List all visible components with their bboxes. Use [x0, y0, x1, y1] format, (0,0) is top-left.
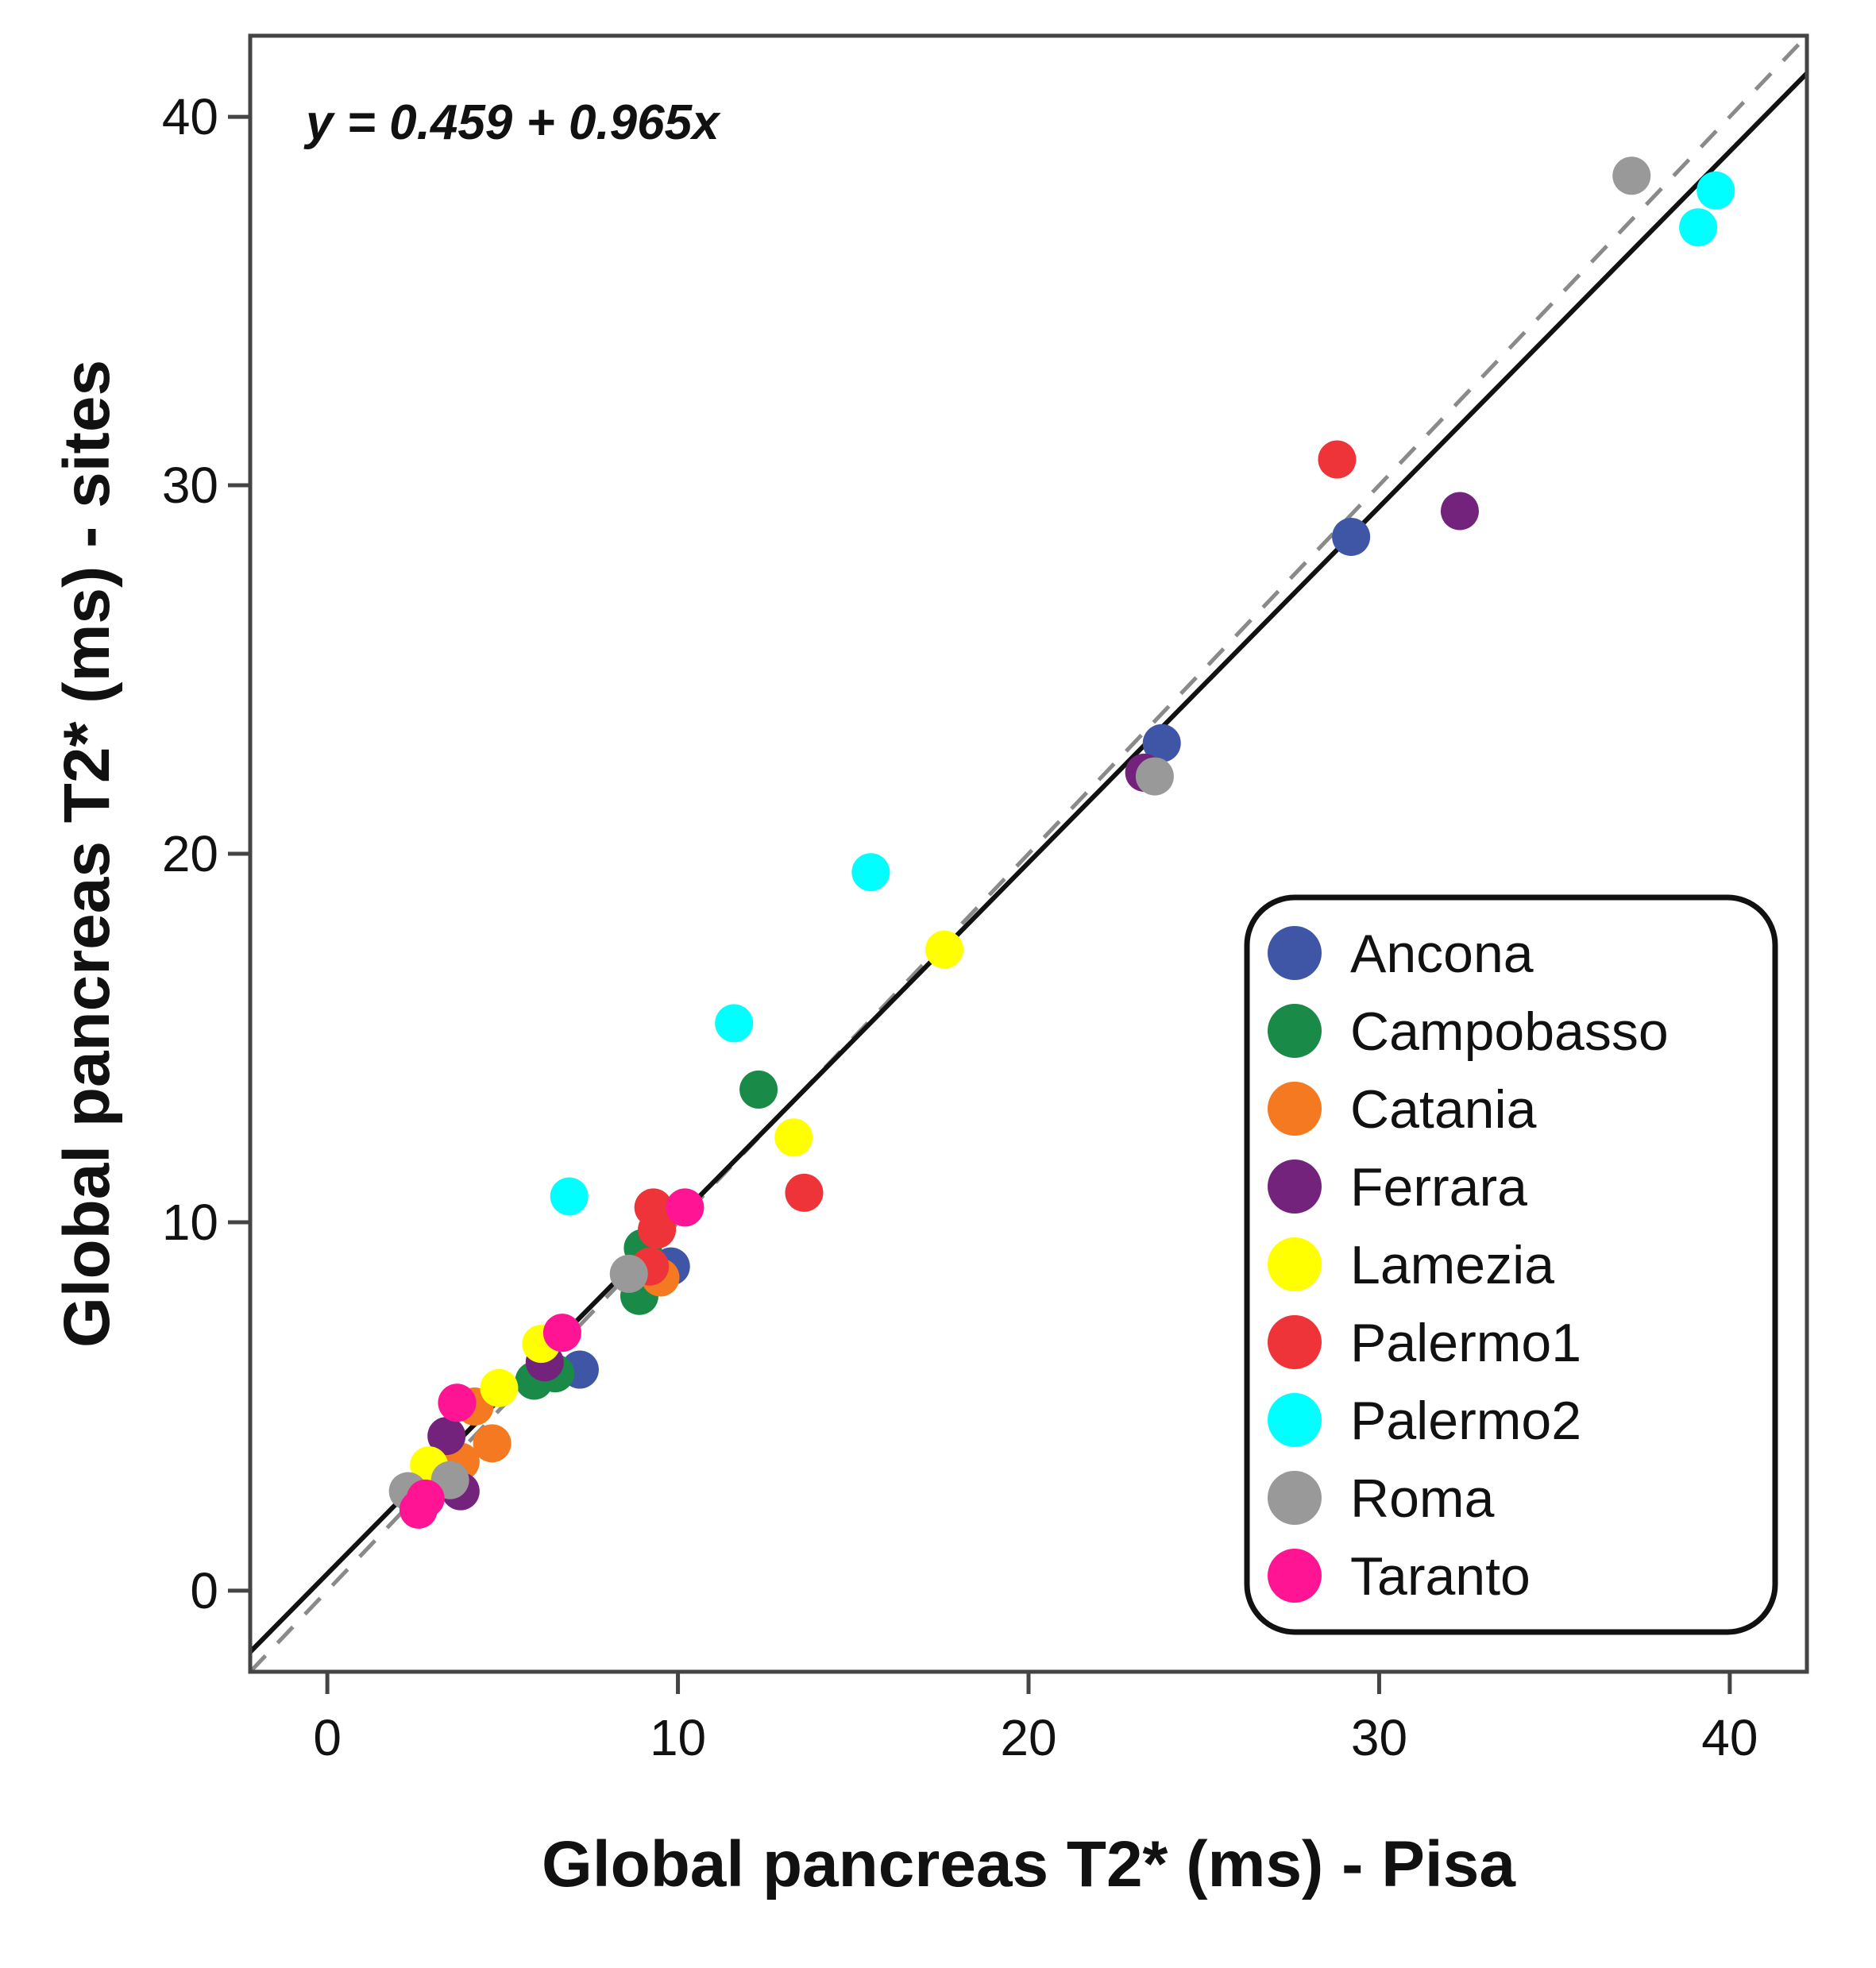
point-taranto — [438, 1383, 477, 1422]
legend-label-catania: Catania — [1350, 1079, 1537, 1140]
point-palermo2 — [1697, 171, 1735, 210]
point-lamezia — [480, 1368, 519, 1407]
point-taranto — [666, 1188, 704, 1227]
point-palermo1 — [785, 1173, 824, 1212]
y-tick-label: 10 — [162, 1194, 218, 1251]
point-palermo1 — [1318, 440, 1357, 479]
x-tick-label: 20 — [1000, 1709, 1056, 1766]
x-tick-label: 40 — [1701, 1709, 1758, 1766]
legend-marker-taranto — [1268, 1549, 1322, 1603]
legend-label-palermo2: Palermo2 — [1350, 1391, 1581, 1451]
legend-marker-palermo2 — [1268, 1393, 1322, 1447]
point-catania — [473, 1424, 511, 1463]
x-tick-label: 30 — [1351, 1709, 1407, 1766]
point-palermo2 — [851, 853, 890, 892]
point-palermo2 — [1679, 208, 1718, 247]
point-roma — [1612, 156, 1651, 195]
legend-marker-ancona — [1268, 926, 1322, 980]
y-tick-label: 20 — [162, 825, 218, 882]
point-roma — [609, 1254, 648, 1293]
legend-box — [1244, 894, 1778, 1635]
legend-label-ferrara: Ferrara — [1350, 1157, 1527, 1217]
x-tick-label: 10 — [650, 1709, 706, 1766]
point-palermo2 — [550, 1177, 589, 1216]
x-tick-label: 0 — [313, 1709, 342, 1766]
legend-label-palermo1: Palermo1 — [1350, 1313, 1581, 1373]
point-lamezia — [925, 930, 964, 969]
point-ancona — [1332, 517, 1371, 556]
point-ferrara — [427, 1417, 466, 1456]
point-ferrara — [1440, 492, 1479, 531]
point-taranto — [406, 1479, 445, 1518]
legend-label-campobasso: Campobasso — [1350, 1001, 1669, 1062]
legend-label-lamezia: Lamezia — [1350, 1235, 1554, 1295]
legend-label-taranto: Taranto — [1350, 1546, 1531, 1607]
y-axis-title: Global pancreas T2* (ms) - sites — [51, 360, 123, 1348]
point-palermo2 — [715, 1004, 754, 1043]
point-lamezia — [774, 1118, 813, 1157]
regression-equation: y = 0.459 + 0.965x — [303, 95, 721, 150]
legend-marker-lamezia — [1268, 1237, 1322, 1291]
legend-marker-palermo1 — [1268, 1315, 1322, 1369]
y-tick-label: 0 — [190, 1562, 218, 1619]
y-tick-label: 30 — [162, 457, 218, 514]
legend-label-roma: Roma — [1350, 1468, 1495, 1529]
legend-label-ancona: Ancona — [1350, 924, 1534, 984]
point-campobasso — [739, 1070, 778, 1109]
legend-marker-campobasso — [1268, 1004, 1322, 1058]
legend-marker-catania — [1268, 1082, 1322, 1136]
legend-marker-roma — [1268, 1471, 1322, 1525]
point-ancona — [1142, 724, 1181, 762]
x-axis-title: Global pancreas T2* (ms) - Pisa — [542, 1828, 1516, 1900]
legend-marker-ferrara — [1268, 1160, 1322, 1214]
point-palermo1 — [638, 1210, 677, 1249]
point-taranto — [542, 1314, 581, 1353]
legend: Ancona Campobasso Catania Ferrara Lamezia Pal… — [1244, 894, 1778, 1635]
point-roma — [1135, 757, 1174, 796]
y-tick-label: 40 — [162, 88, 218, 145]
